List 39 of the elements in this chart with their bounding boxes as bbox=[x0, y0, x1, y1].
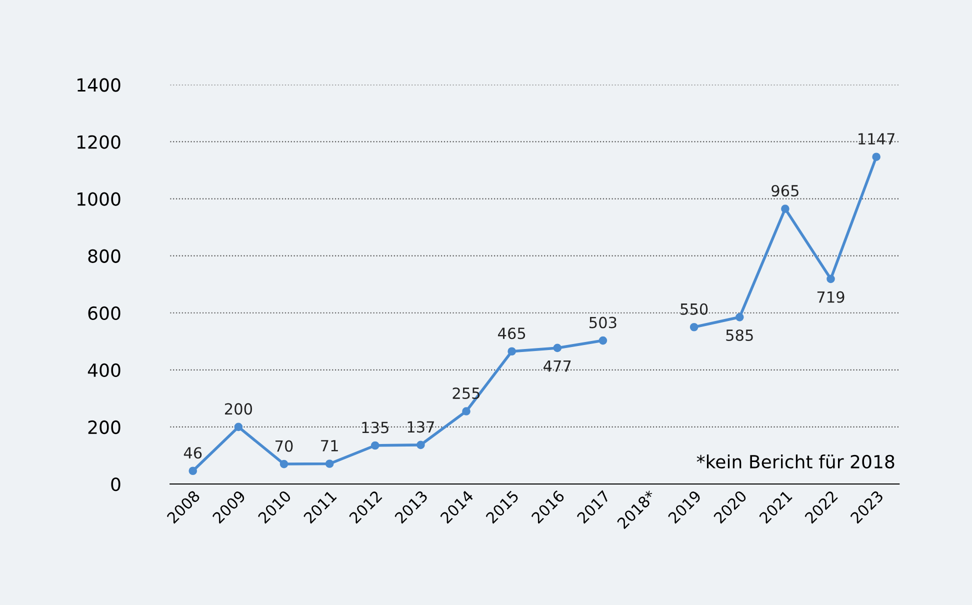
point bbox=[735, 312, 744, 322]
y-tick-label: 1000 bbox=[78, 192, 120, 206]
point bbox=[508, 347, 516, 356]
point bbox=[416, 440, 425, 450]
point bbox=[553, 344, 562, 352]
y-tick-label: 0 bbox=[111, 477, 120, 492]
y-tick-label: 200 bbox=[88, 420, 120, 434]
data-label: 503 bbox=[590, 316, 616, 328]
data-label: 137 bbox=[408, 421, 434, 433]
point bbox=[781, 204, 790, 213]
data-label: 585 bbox=[726, 329, 753, 342]
point bbox=[826, 274, 835, 284]
data-label: 719 bbox=[817, 291, 844, 303]
point bbox=[598, 336, 608, 345]
point bbox=[462, 407, 470, 416]
data-label: 46 bbox=[184, 447, 202, 459]
point bbox=[690, 322, 698, 332]
data-label: 135 bbox=[362, 422, 388, 434]
point bbox=[325, 460, 334, 468]
point bbox=[370, 441, 380, 450]
y-tick-label: 800 bbox=[88, 249, 120, 263]
point bbox=[234, 422, 243, 432]
y-tick-label: 600 bbox=[88, 306, 120, 320]
point bbox=[280, 460, 288, 468]
data-label: 477 bbox=[544, 360, 571, 372]
data-label: 1147 bbox=[858, 133, 894, 144]
y-tick-label: 1400 bbox=[78, 78, 120, 92]
annotation: *kein Bericht für 2018 bbox=[696, 454, 894, 469]
data-label: 255 bbox=[452, 387, 480, 400]
data-label: 965 bbox=[772, 184, 798, 197]
y-tick-label: 400 bbox=[88, 363, 120, 378]
data-label: 71 bbox=[321, 440, 338, 452]
y-tick-label: 1200 bbox=[78, 135, 120, 149]
data-label: 550 bbox=[680, 303, 708, 315]
data-label: 465 bbox=[498, 328, 526, 340]
data-label: 200 bbox=[224, 403, 252, 415]
point bbox=[188, 466, 198, 476]
point bbox=[872, 152, 880, 162]
data-label: 70 bbox=[276, 440, 293, 452]
